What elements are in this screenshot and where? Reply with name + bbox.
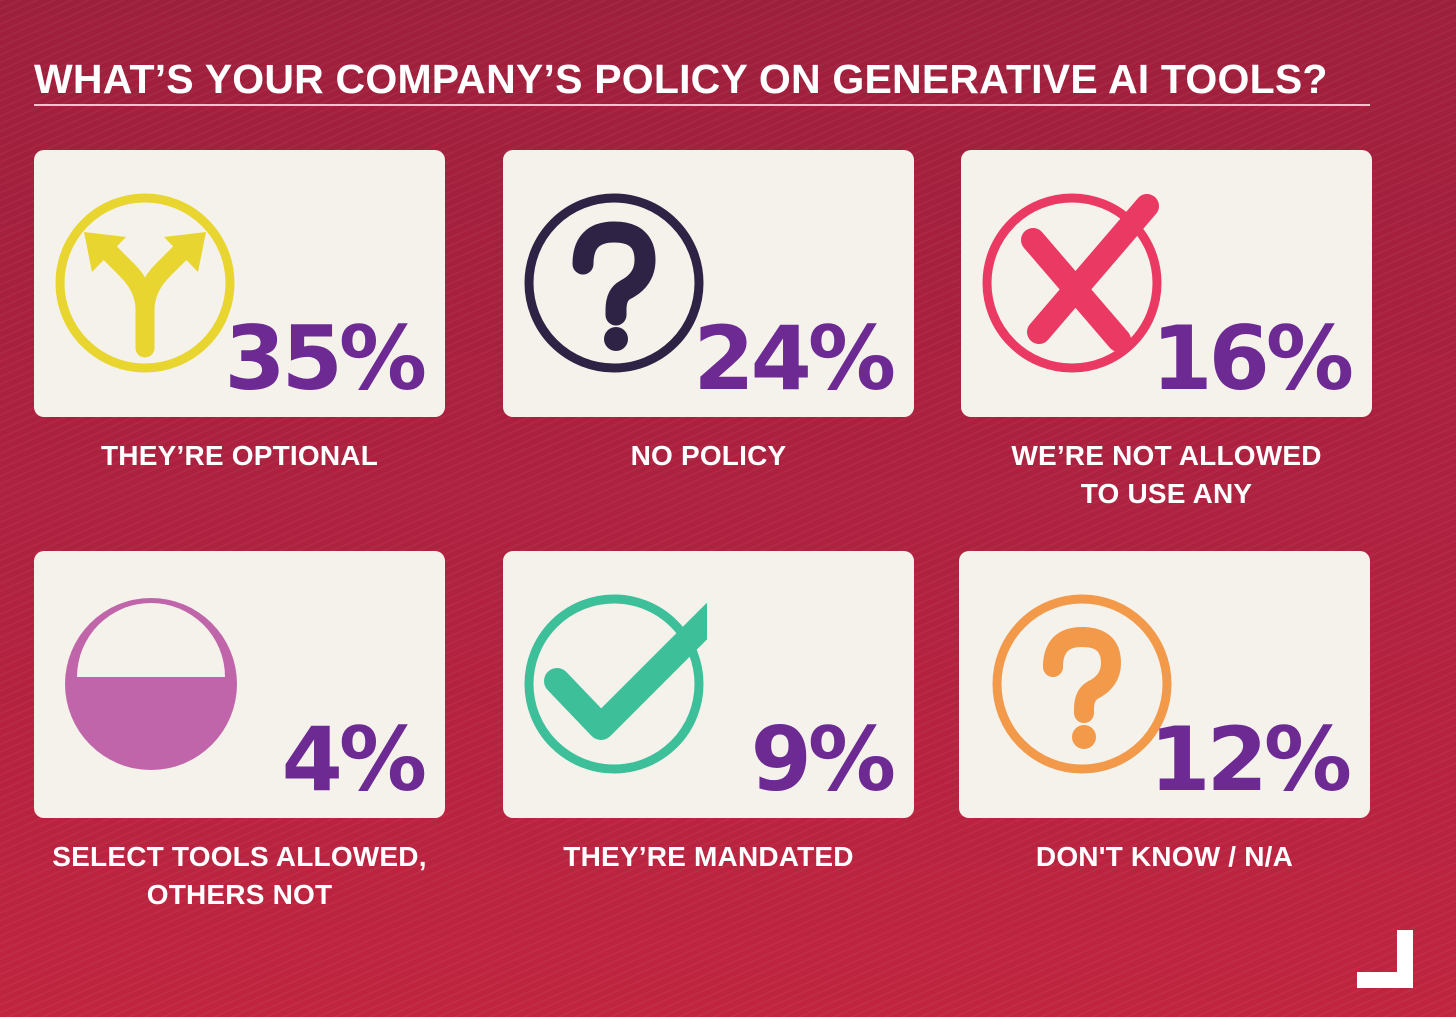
- percent-value: 9%: [750, 708, 896, 811]
- card-no-policy: 24%: [503, 150, 914, 417]
- half-filled-circle-icon: [65, 598, 237, 770]
- logo-icon: [1357, 930, 1413, 988]
- percent-value: 4%: [281, 708, 427, 811]
- card-mandated: 9%: [503, 551, 914, 818]
- category-label: NO POLICY: [630, 440, 787, 471]
- check-mark-icon: [524, 594, 707, 774]
- title-divider: [34, 104, 1370, 106]
- question-mark-icon: [524, 193, 704, 373]
- x-mark-icon: [982, 193, 1162, 373]
- card-dont-know: 12%: [959, 551, 1370, 818]
- chart-title: WHAT’S YOUR COMPANY’S POLICY ON GENERATI…: [34, 56, 1328, 102]
- card-optional: 35%: [34, 150, 445, 417]
- category-label: SELECT TOOLS ALLOWED, OTHERS NOT: [52, 841, 427, 910]
- percent-value: 35%: [224, 307, 427, 410]
- percent-value: 24%: [693, 307, 896, 410]
- card-not-allowed: 16%: [961, 150, 1372, 417]
- category-label: WE’RE NOT ALLOWED TO USE ANY: [1011, 440, 1322, 509]
- percent-value: 12%: [1149, 708, 1352, 811]
- percent-value: 16%: [1151, 307, 1354, 410]
- category-label: THEY’RE OPTIONAL: [101, 440, 378, 471]
- category-label: DON'T KNOW / N/A: [1035, 841, 1294, 872]
- diverging-arrows-icon: [55, 193, 235, 373]
- question-mark-icon: [992, 594, 1172, 774]
- category-label: THEY’RE MANDATED: [563, 841, 854, 872]
- card-select-tools: 4%: [34, 551, 445, 818]
